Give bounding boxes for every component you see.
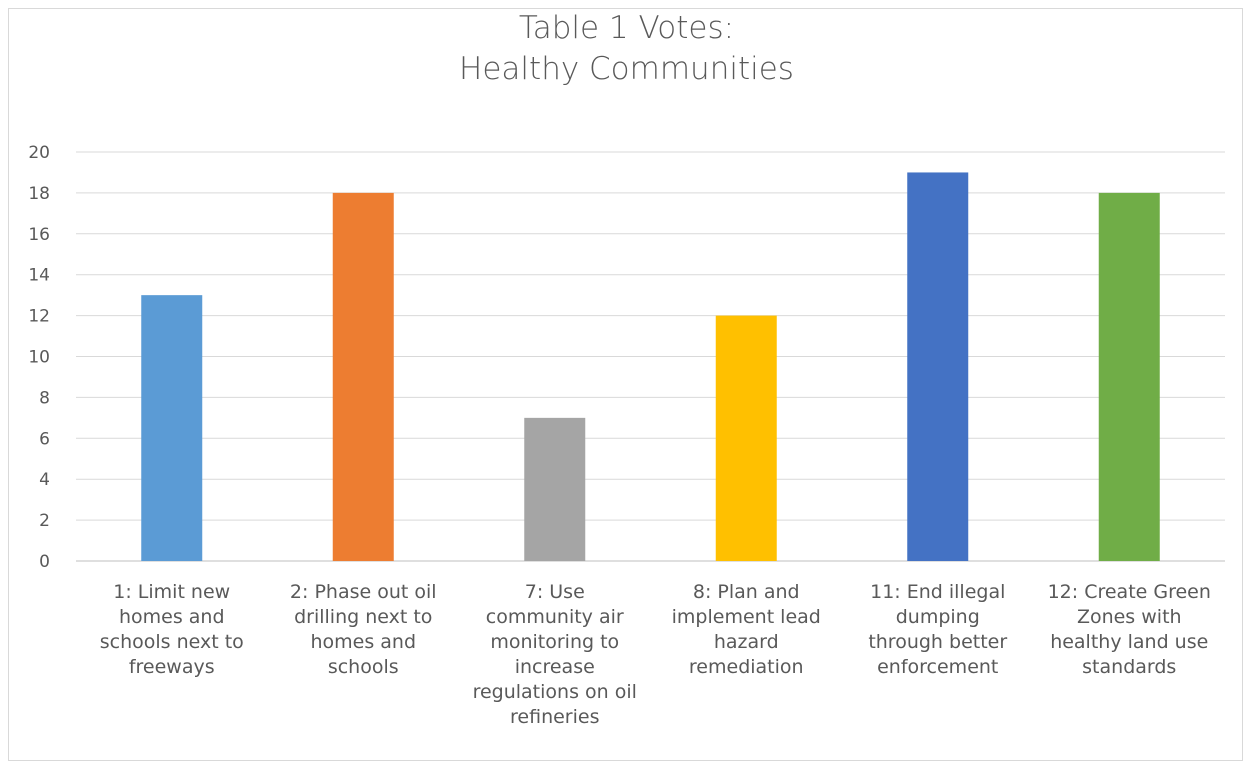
x-category-label: 12: Create Green <box>1048 581 1211 603</box>
x-category-label: healthy land use <box>1050 631 1208 653</box>
y-tick-label: 8 <box>39 388 50 408</box>
y-tick-label: 16 <box>28 225 50 245</box>
x-category-label: through better <box>868 631 1007 653</box>
x-category-label: 8: Plan and <box>693 581 800 603</box>
y-tick-label: 20 <box>28 143 50 163</box>
chart-title: Table 1 Votes: Healthy Communities <box>0 8 1253 90</box>
x-category-label: enforcement <box>877 656 998 678</box>
chart-title-line-2: Healthy Communities <box>459 51 794 87</box>
x-category-label: increase <box>515 656 595 678</box>
y-tick-label: 18 <box>28 184 50 204</box>
x-category-label: drilling next to <box>294 606 432 628</box>
x-category-label: hazard <box>714 631 779 653</box>
x-category-label: 2: Phase out oil <box>290 581 437 603</box>
x-category-label: Zones with <box>1077 606 1182 628</box>
x-category-label: refineries <box>510 706 599 728</box>
x-category-label: 7: Use <box>525 581 585 603</box>
x-category-label: remediation <box>689 656 804 678</box>
x-category-label: dumping <box>896 606 980 628</box>
bar <box>907 172 969 561</box>
y-tick-label: 10 <box>28 348 50 368</box>
y-tick-label: 14 <box>28 266 50 286</box>
x-category-label: standards <box>1082 656 1176 678</box>
y-tick-label: 2 <box>39 511 50 531</box>
x-category-label: 11: End illegal <box>870 581 1005 603</box>
x-category-label: schools <box>328 656 399 678</box>
bar <box>1098 192 1160 561</box>
bar <box>715 315 777 561</box>
x-category-label: freeways <box>129 656 215 678</box>
y-tick-label: 12 <box>28 307 50 327</box>
chart-title-line-1: Table 1 Votes: <box>518 10 735 46</box>
x-category-label: regulations on oil <box>473 681 637 703</box>
bar <box>332 192 394 561</box>
y-tick-label: 4 <box>39 470 50 490</box>
x-category-label: 1: Limit new <box>113 581 230 603</box>
x-category-label: monitoring to <box>490 631 619 653</box>
y-tick-label: 0 <box>39 552 50 572</box>
bar <box>524 417 586 561</box>
chart-frame <box>8 8 1243 761</box>
x-category-label: implement lead <box>672 606 821 628</box>
x-category-label: homes and <box>310 631 416 653</box>
x-category-label: schools next to <box>100 631 244 653</box>
x-category-label: homes and <box>119 606 225 628</box>
bar <box>141 295 203 561</box>
x-category-label: community air <box>486 606 624 628</box>
y-tick-label: 6 <box>39 429 50 449</box>
